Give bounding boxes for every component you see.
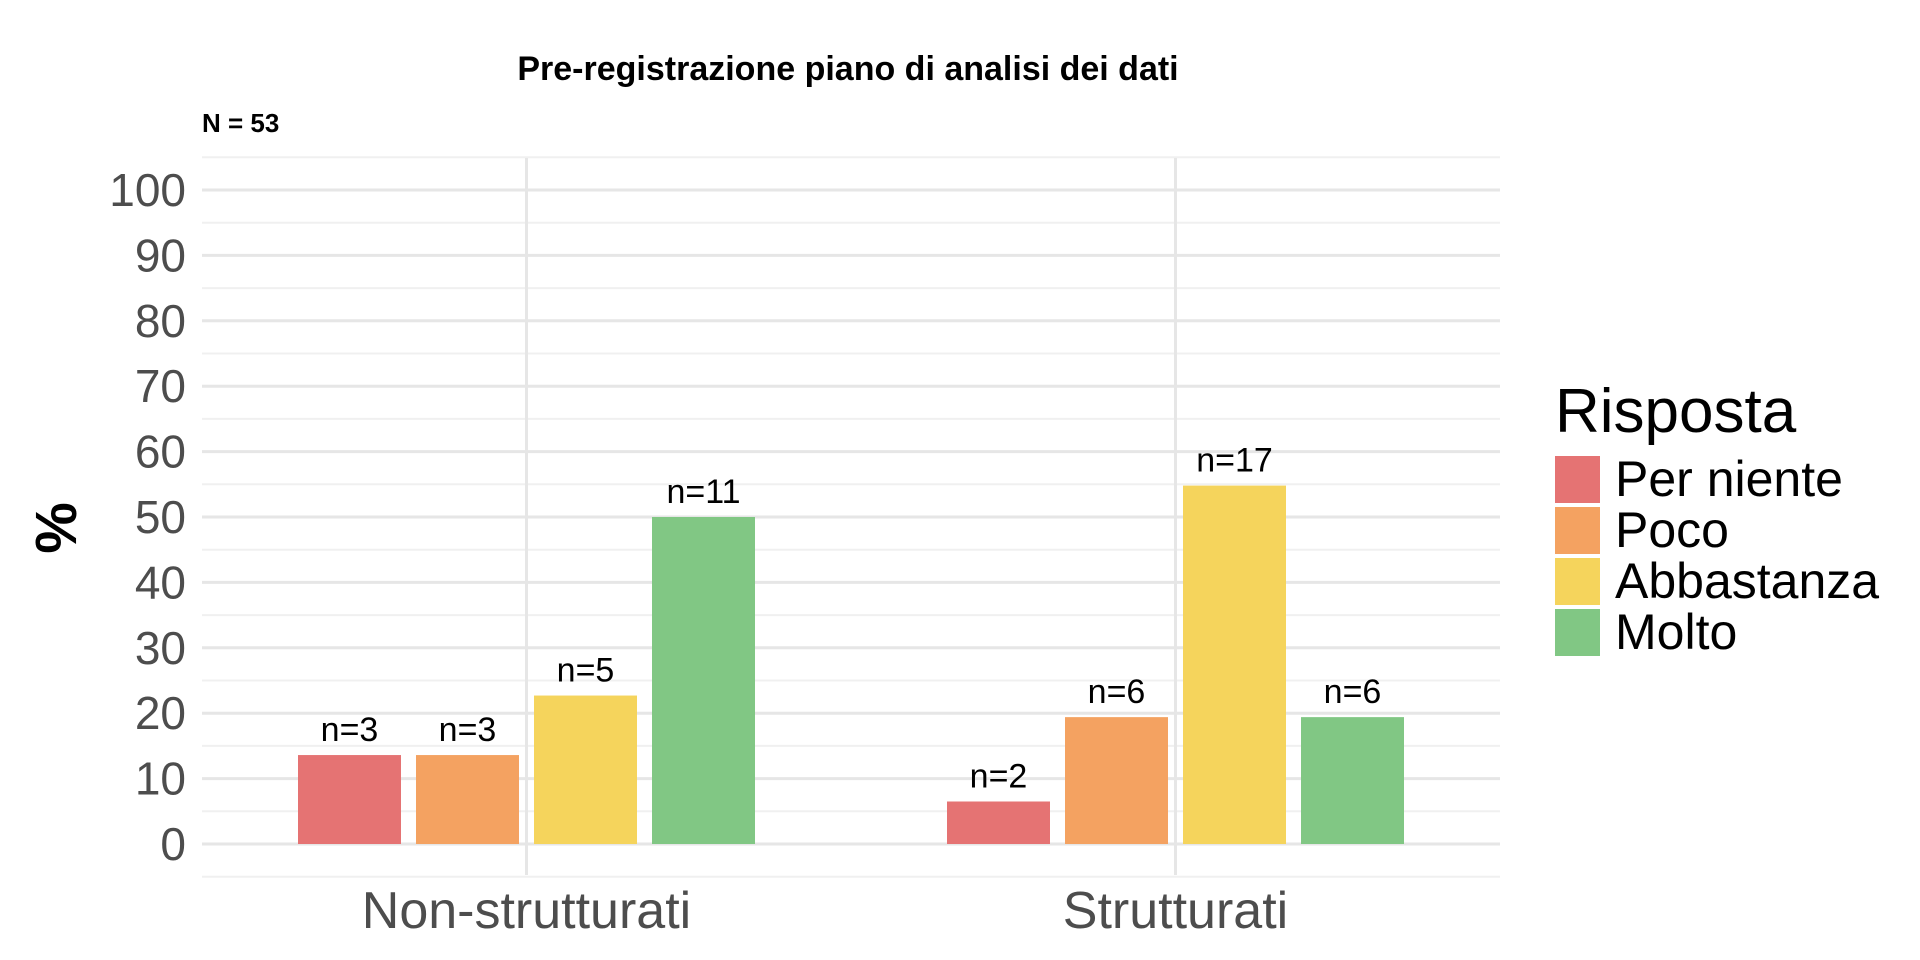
data-label: n=17 [1196, 442, 1273, 480]
bar [1065, 717, 1168, 844]
data-label: n=3 [439, 711, 497, 749]
legend-label: Poco [1615, 502, 1729, 558]
y-axis-label: % [24, 502, 89, 554]
y-tick-label: 60 [135, 426, 186, 478]
data-label: n=5 [557, 652, 615, 690]
data-label: n=3 [321, 711, 379, 749]
y-tick-label: 90 [135, 229, 186, 281]
bar [416, 755, 519, 844]
y-tick-label: 0 [160, 818, 186, 870]
y-tick-label: 40 [135, 556, 186, 608]
y-tick-label: 50 [135, 491, 186, 543]
x-tick-label: Non-strutturati [362, 882, 691, 940]
y-tick-label: 80 [135, 295, 186, 347]
data-label: n=6 [1088, 673, 1146, 711]
data-label: n=6 [1324, 673, 1382, 711]
legend-label: Abbastanza [1615, 553, 1879, 609]
data-labels: n=3 n=3 n=5 n=11 n=2 n=6 n=17 n=6 [321, 442, 1382, 796]
legend-label: Molto [1615, 604, 1737, 660]
y-tick-label: 10 [135, 753, 186, 805]
bar [947, 801, 1050, 844]
legend-swatch [1555, 609, 1600, 656]
data-label: n=11 [666, 473, 740, 511]
bar [1301, 717, 1404, 844]
x-tick-label: Strutturati [1063, 882, 1288, 940]
y-tick-label: 100 [109, 164, 186, 216]
bar [298, 755, 401, 844]
y-tick-label: 70 [135, 360, 186, 412]
chart-subtitle: N = 53 [202, 108, 279, 138]
bar [1183, 485, 1286, 844]
data-label: n=2 [970, 757, 1028, 795]
y-tick-label: 20 [135, 687, 186, 739]
legend-swatch [1555, 558, 1600, 605]
bar [534, 695, 637, 844]
chart-title: Pre-registrazione piano di analisi dei d… [517, 50, 1178, 88]
legend-title: Risposta [1555, 377, 1797, 446]
legend-swatch [1555, 507, 1600, 554]
y-axis-ticks: 0 10 20 30 40 50 60 70 80 90 100 [109, 164, 186, 870]
legend-label: Per niente [1615, 451, 1843, 507]
legend-swatch [1555, 456, 1600, 503]
bar [652, 517, 755, 844]
x-axis-ticks: Non-strutturati Strutturati [362, 882, 1288, 940]
bars [298, 485, 1404, 844]
y-tick-label: 30 [135, 622, 186, 674]
